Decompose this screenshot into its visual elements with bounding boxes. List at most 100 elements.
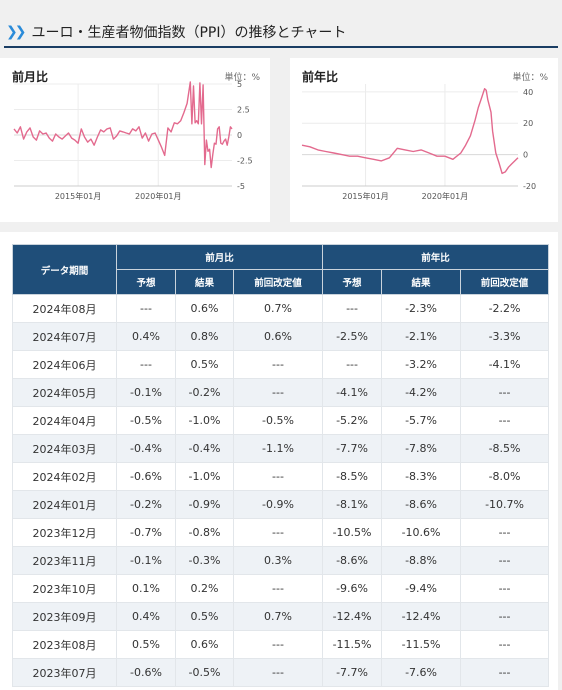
cell-mom-actual: -0.8% [175,518,234,547]
x-tick-label: 2020年01月 [422,191,469,201]
table-row: 2023年07月 -0.6% -0.5% --- -7.7% -7.6% --- [12,658,550,687]
cell-mom-actual: -1.0% [175,406,234,435]
table-row: 2023年10月 0.1% 0.2% --- -9.6% -9.4% --- [12,574,550,603]
cell-yoy-revised: -10.7% [460,490,550,519]
page-title: ユーロ・生産者物価指数（PPI）の推移とチャート [31,25,347,41]
cell-yoy-revised: --- [460,406,550,435]
cell-yoy-forecast: -7.7% [322,658,383,687]
cell-yoy-actual: -8.8% [381,546,462,575]
cell-yoy-revised: --- [460,574,550,603]
cell-yoy-forecast: -11.5% [322,630,383,659]
cell-yoy-forecast: -8.5% [322,462,383,491]
cell-yoy-actual: -8.3% [381,462,462,491]
cell-mom-actual: -0.4% [175,434,234,463]
cell-yoy-forecast: -10.5% [322,518,383,547]
cell-mom-revised: 0.7% [232,294,324,323]
cell-period: 2023年07月 [12,658,117,687]
cell-period: 2024年05月 [12,378,117,407]
header-mom-group: 前月比 [115,244,324,270]
y-tick-label: -2.5 [237,157,253,166]
cell-period: 2024年07月 [12,322,117,351]
cell-mom-actual: 0.6% [175,294,234,323]
cell-mom-forecast: -0.1% [116,378,176,407]
cell-mom-forecast: -0.5% [116,406,176,435]
cell-yoy-actual: -2.1% [381,322,462,351]
series-line [13,81,233,169]
cell-mom-forecast: -0.4% [116,434,176,463]
cell-yoy-revised: --- [460,658,550,687]
x-tick-label: 2015年01月 [342,191,389,201]
table-row: 2024年08月 --- 0.6% 0.7% --- -2.3% -2.2% [12,294,550,323]
cell-yoy-revised: -2.2% [460,294,550,323]
cell-yoy-revised: -3.3% [460,322,550,351]
cell-mom-revised: --- [232,574,324,603]
double-chevron-icon: ❯❯ [6,24,27,40]
cell-period: 2023年10月 [12,574,117,603]
cell-yoy-forecast: -4.1% [322,378,383,407]
table-row: 2023年09月 0.4% 0.5% 0.7% -12.4% -12.4% --- [12,602,550,631]
cell-yoy-revised: --- [460,546,550,575]
cell-yoy-revised: --- [460,630,550,659]
cell-mom-forecast: --- [116,350,176,379]
cell-yoy-actual: -5.7% [381,406,462,435]
cell-period: 2024年08月 [12,294,117,323]
cell-mom-revised: --- [232,518,324,547]
cell-period: 2024年06月 [12,350,117,379]
cell-mom-revised: -0.5% [232,406,324,435]
cell-mom-revised: --- [232,630,324,659]
cell-mom-revised: 0.6% [232,322,324,351]
page-header: ❯❯ ユーロ・生産者物価指数（PPI）の推移とチャート [4,18,558,48]
mom-unit-label: 単位：% [224,73,260,83]
cell-yoy-actual: -7.8% [381,434,462,463]
cell-yoy-forecast: -9.6% [322,574,383,603]
cell-yoy-forecast: -8.6% [322,546,383,575]
cell-mom-revised: --- [232,462,324,491]
cell-mom-revised: 0.3% [232,546,324,575]
ppi-table: データ期間 前月比 前年比 予想 結果 前回改定値 予想 結果 前回改定値 20… [12,244,550,687]
cell-mom-actual: 0.6% [175,630,234,659]
y-tick-label: 0 [523,151,528,160]
cell-mom-forecast: -0.6% [116,658,176,687]
cell-mom-revised: --- [232,378,324,407]
y-tick-label: 40 [523,88,533,97]
header-mom-revised: 前回改定値 [232,269,324,295]
header-yoy-actual: 結果 [381,269,462,295]
header-yoy-revised: 前回改定値 [460,269,550,295]
cell-yoy-actual: -10.6% [381,518,462,547]
y-tick-label: 5 [237,80,242,89]
cell-yoy-forecast: --- [322,294,383,323]
cell-yoy-revised: -8.0% [460,462,550,491]
cell-mom-actual: 0.5% [175,602,234,631]
header-yoy-group: 前年比 [322,244,550,270]
cell-mom-revised: -1.1% [232,434,324,463]
table-row: 2024年02月 -0.6% -1.0% --- -8.5% -8.3% -8.0% [12,462,550,491]
table-row: 2024年04月 -0.5% -1.0% -0.5% -5.2% -5.7% --- [12,406,550,435]
cell-yoy-actual: -2.3% [381,294,462,323]
cell-mom-actual: 0.8% [175,322,234,351]
cell-mom-actual: -0.5% [175,658,234,687]
cell-yoy-forecast: -2.5% [322,322,383,351]
table-row: 2024年05月 -0.1% -0.2% --- -4.1% -4.2% --- [12,378,550,407]
cell-yoy-revised: --- [460,602,550,631]
cell-mom-forecast: --- [116,294,176,323]
cell-mom-forecast: -0.2% [116,490,176,519]
cell-yoy-revised: --- [460,378,550,407]
cell-mom-actual: -1.0% [175,462,234,491]
cell-yoy-revised: -4.1% [460,350,550,379]
cell-yoy-forecast: -7.7% [322,434,383,463]
cell-mom-revised: -0.9% [232,490,324,519]
x-tick-label: 2015年01月 [55,191,102,201]
cell-mom-actual: 0.2% [175,574,234,603]
cell-mom-revised: --- [232,658,324,687]
header-period: データ期間 [12,244,117,295]
cell-yoy-actual: -3.2% [381,350,462,379]
cell-yoy-revised: --- [460,518,550,547]
cell-yoy-revised: -8.5% [460,434,550,463]
cell-yoy-forecast: --- [322,350,383,379]
table-row: 2024年06月 --- 0.5% --- --- -3.2% -4.1% [12,350,550,379]
cell-period: 2024年01月 [12,490,117,519]
cell-yoy-actual: -9.4% [381,574,462,603]
cell-mom-forecast: 0.5% [116,630,176,659]
cell-yoy-forecast: -8.1% [322,490,383,519]
cell-yoy-actual: -4.2% [381,378,462,407]
